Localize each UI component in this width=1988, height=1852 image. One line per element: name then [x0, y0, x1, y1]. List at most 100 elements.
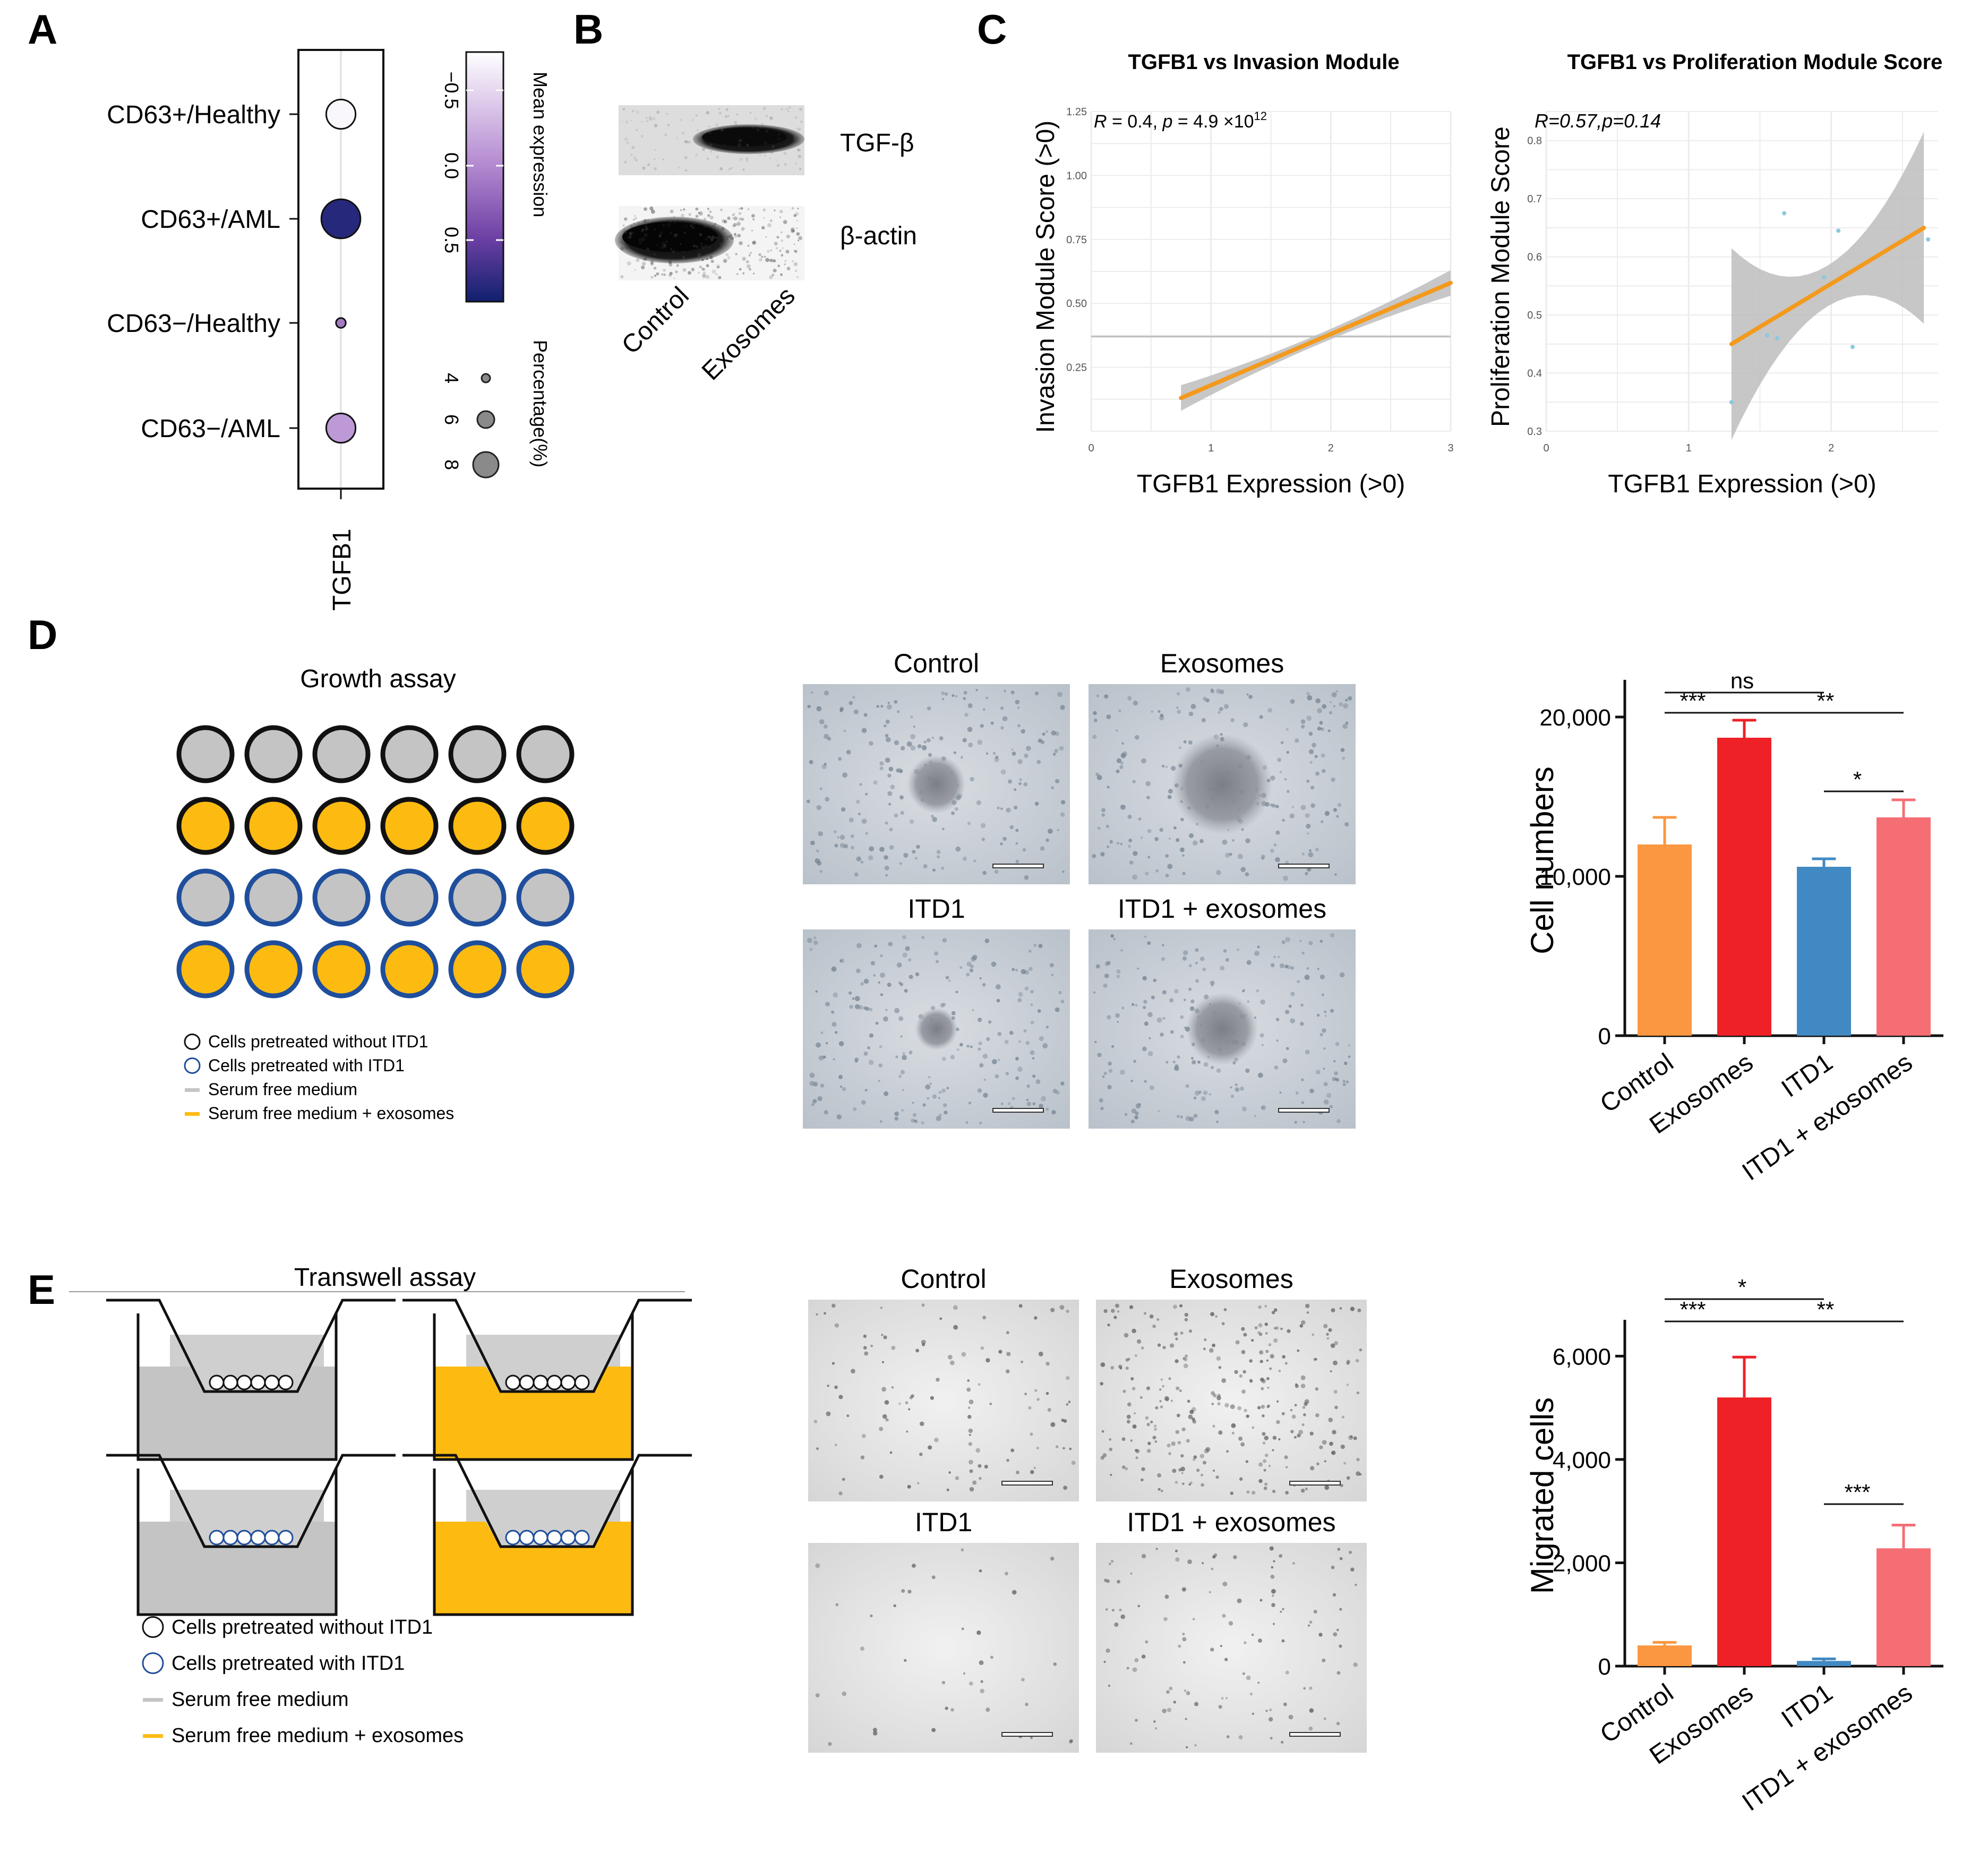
- cell-dot: [1262, 1441, 1266, 1445]
- cell-dot: [1322, 769, 1326, 773]
- cell-dot: [967, 1379, 970, 1382]
- cell-dot: [1092, 854, 1096, 858]
- legend-label: Cells pretreated with ITD1: [208, 1056, 405, 1075]
- blot-speckle: [778, 133, 780, 135]
- cell-dot: [1127, 844, 1131, 848]
- legend-label: Cells pretreated without ITD1: [172, 1616, 433, 1638]
- cell-dot: [1241, 1327, 1245, 1331]
- cell-dot: [896, 769, 900, 773]
- blot-speckle: [621, 119, 624, 121]
- cell-dot: [879, 1474, 884, 1479]
- cell-dot: [1271, 1603, 1275, 1607]
- cell-dot: [1175, 1481, 1178, 1484]
- blot-speckle: [679, 243, 682, 245]
- blot-speckle: [662, 224, 665, 227]
- cell-dot: [1302, 1405, 1306, 1409]
- cell-dot: [1053, 1662, 1057, 1666]
- blot-speckle: [644, 257, 647, 261]
- cell-dot: [966, 1044, 970, 1048]
- cell-dot: [1024, 753, 1029, 758]
- cell-dot: [1348, 696, 1352, 701]
- cell-dot: [825, 797, 830, 802]
- cell-dot: [1356, 1391, 1360, 1395]
- blot-speckle: [738, 208, 741, 210]
- y-tick-label: 6,000: [1553, 1344, 1611, 1370]
- cell-dot: [811, 1103, 815, 1106]
- cell-dot: [939, 736, 944, 740]
- cell-dot: [1228, 852, 1232, 856]
- cell-dot: [1144, 1021, 1149, 1026]
- cell-dot: [863, 1051, 868, 1056]
- cell-dot: [1269, 1717, 1273, 1722]
- cell-dot: [909, 819, 914, 824]
- cell-dot: [919, 1452, 923, 1456]
- blot-speckle: [715, 236, 718, 239]
- cell-dot: [842, 1478, 845, 1481]
- cell: [546, 1530, 562, 1546]
- cell-dot: [941, 866, 945, 870]
- insert-medium-top: [170, 1490, 324, 1522]
- x-tick-label: ITD1: [1777, 1048, 1838, 1103]
- group-label: CD63−/AML: [141, 415, 280, 443]
- cell-dot: [1145, 1640, 1149, 1644]
- cell-dot: [1339, 1608, 1342, 1611]
- cell-dot: [1142, 1005, 1146, 1009]
- cell-dot: [991, 1059, 997, 1064]
- cell-dot: [1243, 722, 1248, 728]
- blot-speckle: [769, 157, 771, 160]
- cell-dot: [884, 1400, 889, 1405]
- cell-dot: [969, 1460, 973, 1465]
- blot-speckle: [664, 133, 667, 136]
- blot-speckle: [698, 212, 700, 214]
- blot-speckle: [739, 241, 743, 245]
- cell-dot: [1135, 1456, 1138, 1460]
- y-tick-label: 0.25: [1066, 362, 1087, 374]
- cell-dot: [936, 1115, 941, 1121]
- cell-dot: [1032, 1074, 1036, 1078]
- legend-label: Cells pretreated without ITD1: [208, 1032, 428, 1051]
- cell-dot: [1103, 983, 1108, 988]
- cell-dot: [879, 1427, 884, 1431]
- cell-dot: [1163, 1617, 1168, 1621]
- blot-speckle: [795, 212, 799, 216]
- cell-dot: [1252, 1712, 1254, 1715]
- cell-dot: [834, 1385, 838, 1389]
- well: [380, 868, 439, 927]
- cell-dot: [820, 787, 822, 790]
- cell-dot: [1141, 1554, 1146, 1559]
- cell-dot: [1119, 1069, 1125, 1075]
- cell-dot: [824, 733, 829, 739]
- blot-speckle: [793, 135, 797, 139]
- well: [516, 797, 575, 855]
- cell-dot: [1259, 715, 1263, 719]
- transwell-assay-title: Transwell assay: [294, 1264, 476, 1292]
- cell-dot: [1015, 842, 1018, 845]
- cell-dot: [1131, 1003, 1135, 1006]
- blot-speckle: [636, 258, 640, 262]
- blot-speckle: [641, 228, 645, 232]
- cell-dot: [962, 738, 967, 742]
- blot-speckle: [798, 240, 800, 242]
- blot-speckle: [738, 139, 742, 143]
- cell-dot: [1005, 1072, 1009, 1076]
- cell-dot: [1284, 965, 1289, 969]
- blot-speckle: [746, 160, 748, 162]
- legend-swatch-circle: [142, 1616, 164, 1638]
- cell-dot: [1178, 1644, 1181, 1648]
- blot-speckle: [641, 220, 644, 223]
- cell-dot: [966, 972, 970, 977]
- cell-dot: [1320, 727, 1323, 730]
- cell-dot: [1124, 1113, 1128, 1116]
- cell-dot: [1121, 1465, 1126, 1469]
- cell-dot: [966, 1387, 971, 1392]
- cell-dot: [1165, 765, 1168, 769]
- cell-dot: [1186, 1746, 1188, 1748]
- cell-dot: [869, 741, 873, 746]
- cell-dot: [971, 956, 976, 962]
- cell-dot: [942, 1002, 946, 1006]
- cell-dot: [921, 745, 927, 750]
- cell-dot: [894, 740, 899, 746]
- cell-dot: [959, 966, 963, 969]
- blot-speckle: [705, 275, 710, 279]
- cell-dot: [1109, 1438, 1112, 1441]
